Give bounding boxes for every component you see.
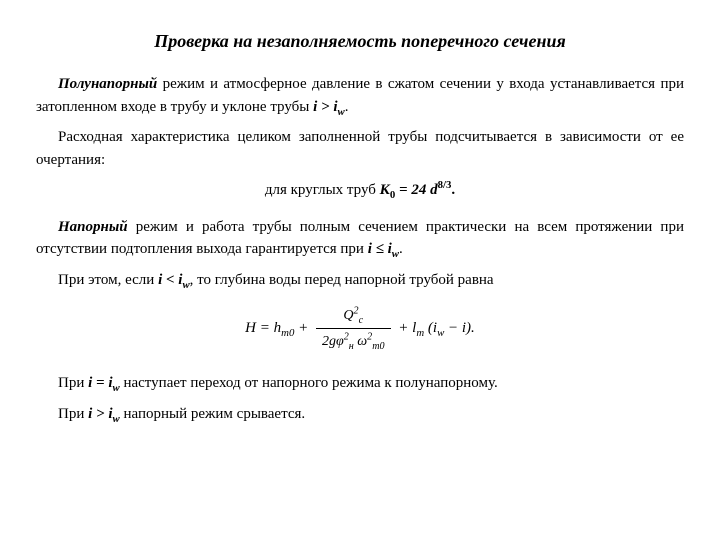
formula-1: для круглых труб К0 = 24 d8/3. [36, 179, 684, 202]
inline-formula-4b: w [182, 279, 189, 291]
hf-fraction: Q2с 2gφ2н ω2т0 [316, 305, 391, 352]
para-1: Полунапорный режим и атмосферное давлени… [36, 73, 684, 118]
hf-den-a: 2gφ [322, 334, 344, 349]
hf-denominator: 2gφ2н ω2т0 [316, 329, 391, 352]
f1-dot: . [451, 182, 455, 198]
hf-plus2: + l [398, 320, 416, 336]
para-5: При i = iw наступает переход от напорног… [36, 372, 684, 395]
hf-sub2: т [416, 327, 424, 339]
para-6: При i > iw напорный режим срывается. [36, 403, 684, 426]
hf-paren-b: − i). [444, 320, 475, 336]
term-napor: Напорный [58, 219, 128, 235]
p5-a: При [58, 375, 88, 391]
para-2: Расходная характеристика целиком заполне… [36, 126, 684, 171]
f1-eq: = 24 d [395, 182, 437, 198]
inline-formula-5b: w [113, 382, 120, 394]
term-polunap: Полунапорный [58, 76, 157, 92]
hf-den-sub2: т0 [372, 341, 384, 352]
inline-formula-6b: w [113, 413, 120, 425]
f1-exp: 8/3 [438, 179, 452, 191]
inline-formula-3a: i ≤ i [368, 241, 392, 257]
inline-formula-4a: i < i [158, 272, 182, 288]
para-3: Напорный режим и работа трубы полным сеч… [36, 216, 684, 261]
formula-H: H = hт0 + Q2с 2gφ2н ω2т0 + lт (iw − i). [36, 305, 684, 352]
hf-plus1: + [294, 320, 308, 336]
hf-paren-a: (i [424, 320, 437, 336]
inline-formula-3b: w [392, 248, 399, 260]
inline-formula-6a: i > i [88, 406, 112, 422]
p1-end: . [345, 99, 349, 115]
inline-formula-1b: w [338, 106, 345, 118]
p6-a: При [58, 406, 88, 422]
p3-end: . [399, 241, 403, 257]
page-title: Проверка на незаполняемость поперечного … [36, 28, 684, 55]
hf-num-Q: Q [343, 308, 353, 323]
hf-left: H = h [245, 320, 281, 336]
hf-num-sub: с [359, 315, 363, 326]
para-4: При этом, если i < iw, то глубина воды п… [36, 269, 684, 292]
p4-d: , то глубина воды перед напорной трубой … [190, 272, 494, 288]
f1-K: К [380, 182, 390, 198]
p6-d: напорный режим срывается. [120, 406, 305, 422]
hf-den-b: ω [354, 334, 367, 349]
inline-formula-1a: i > i [313, 99, 337, 115]
inline-formula-5a: i = i [88, 375, 112, 391]
p4-a: При этом, если [58, 272, 158, 288]
p3-text: режим и работа трубы полным сечением пра… [36, 219, 684, 258]
p5-d: наступает переход от напорного режима к … [120, 375, 498, 391]
hf-numerator: Q2с [316, 305, 391, 329]
hf-sub1: т0 [281, 327, 294, 339]
f1-label: для круглых труб [265, 182, 380, 198]
